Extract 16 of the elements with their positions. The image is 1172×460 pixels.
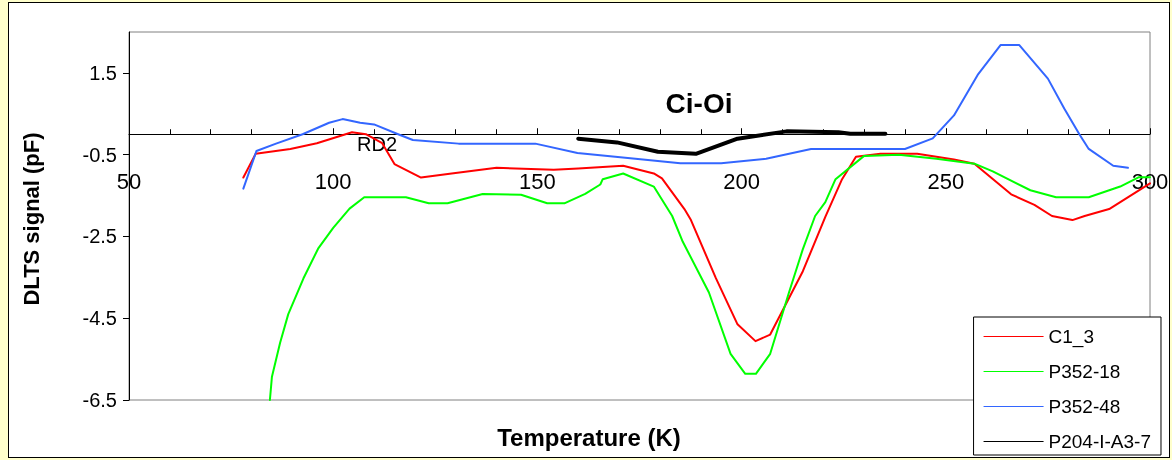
x-axis-title: Temperature (K) [497, 423, 681, 451]
y-tick-label: -2.5 [82, 225, 117, 248]
y-tick-label: -0.5 [82, 143, 117, 166]
legend-label: C1_3 [1048, 326, 1094, 348]
x-tick-label: 200 [723, 168, 760, 194]
legend-label: P352-18 [1048, 361, 1121, 382]
legend-label: P352-48 [1048, 396, 1121, 417]
x-tick-label: 250 [927, 168, 965, 194]
x-tick-label: 100 [314, 168, 352, 194]
y-tick-label: -6.5 [82, 389, 117, 411]
y-tick-label: 1.5 [89, 61, 117, 84]
legend-label: P204-I-A3-7 [1048, 431, 1152, 452]
y-tick-label: -4.5 [82, 307, 117, 330]
x-tick-label: 150 [519, 168, 556, 194]
annotation: Ci-Oi [665, 87, 733, 119]
y-axis-title: DLTS signal (pF) [18, 132, 44, 306]
